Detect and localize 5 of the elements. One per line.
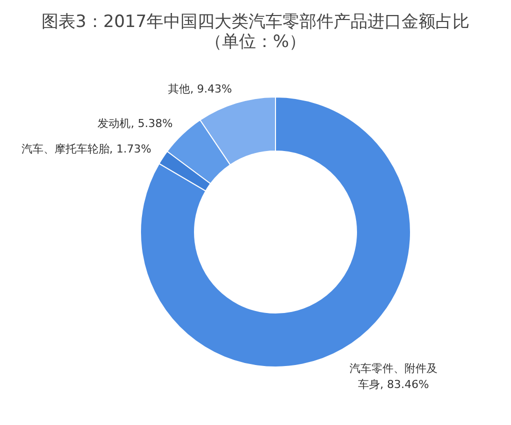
slice-label: 其他, 9.43% (168, 82, 232, 96)
slice-label: 汽车零件、附件及车身, 83.46% (349, 362, 438, 392)
chart-title: 图表3：2017年中国四大类汽车零部件产品进口金额占比（单位：%） (40, 11, 471, 52)
slice-label: 汽车、摩托车轮胎, 1.73% (21, 142, 152, 156)
slice-label: 发动机, 5.38% (98, 117, 173, 130)
